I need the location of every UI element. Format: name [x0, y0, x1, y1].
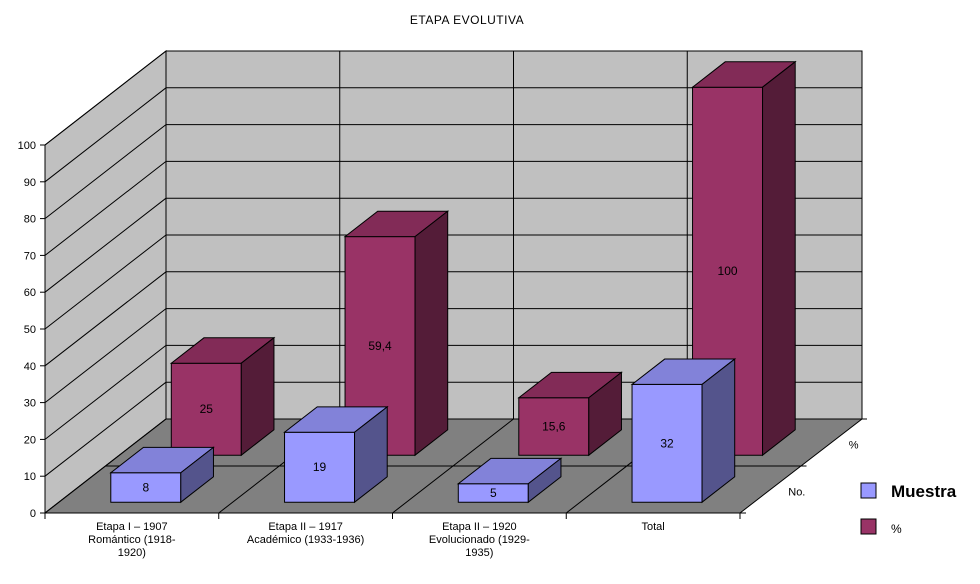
bar-muestra: 32 [630, 358, 737, 504]
data-label: 59,4 [368, 339, 392, 353]
data-label: 25 [200, 402, 214, 416]
category-label-line: 1920) [118, 547, 146, 559]
data-label: 19 [313, 460, 327, 474]
bar-side [180, 446, 214, 504]
chart-title: ETAPA EVOLUTIVA [410, 13, 524, 27]
bar-muestra: 8 [109, 446, 215, 504]
category-label-line: Académico (1933-1936) [247, 534, 364, 546]
gridline-side [44, 308, 167, 403]
bar-side [527, 457, 562, 504]
bar-pct: 100 [691, 60, 797, 457]
y-tick-label: 70 [24, 250, 36, 262]
category-label: Etapa II – 1917 Académico (1933-1936) [247, 521, 364, 546]
category-label-line: Romántico (1918- [88, 534, 176, 546]
y-tick-label: 100 [18, 140, 36, 152]
legend-swatch [860, 482, 877, 499]
bar-muestra: 5 [456, 457, 563, 504]
y-tick-label: 60 [24, 287, 36, 299]
gridline-side [44, 50, 167, 146]
category-label-line: Evolucionado (1929- [429, 534, 530, 546]
y-tick-label: 10 [24, 471, 36, 483]
legend: Muestra% [860, 482, 957, 536]
gridline-side [44, 124, 167, 219]
bar-side [414, 210, 449, 457]
category-label-line: Total [642, 521, 665, 533]
depth-label: No. [788, 487, 805, 499]
gridline-side [44, 197, 167, 293]
bar-muestra: 19 [283, 405, 389, 504]
y-tick-label: 20 [24, 434, 36, 446]
category-label: Etapa II – 1920 Evolucionado (1929-1935) [429, 521, 530, 559]
y-tick-label: 0 [30, 508, 36, 520]
data-label: 15,6 [542, 419, 566, 433]
y-tick-label: 50 [24, 324, 36, 336]
category-label-line: 1935) [465, 547, 493, 559]
legend-swatch [860, 518, 877, 535]
y-tick-label: 40 [24, 361, 36, 373]
y-tick-label: 90 [24, 177, 36, 189]
category-label-line: Etapa I – 1907 [96, 521, 168, 533]
gridline-side [44, 271, 167, 367]
gridline-side [44, 345, 167, 440]
bar-pct: 25 [169, 336, 276, 457]
bar-side [240, 336, 275, 457]
gridline-side [44, 87, 167, 183]
bar-pct: 59,4 [343, 210, 450, 457]
bar-pct: 15,6 [517, 371, 623, 457]
category-label: Total [642, 521, 665, 533]
bar-side [762, 60, 796, 457]
bars: 25 59,4 15,6 100 8 19 5 32 [109, 60, 797, 504]
gridline-side [44, 234, 167, 330]
gridline-side [44, 381, 167, 477]
depth-label: % [849, 440, 859, 452]
bar-side [588, 371, 622, 457]
bar-side [354, 405, 388, 504]
category-label: Etapa I – 1907 Romántico (1918-1920) [88, 521, 176, 559]
gridline-side [44, 161, 167, 256]
y-tick-label: 30 [24, 398, 36, 410]
data-label: 5 [490, 486, 497, 500]
bar-side [701, 358, 736, 504]
data-label: 8 [142, 480, 149, 494]
category-label-line: Etapa II – 1917 [268, 521, 343, 533]
axes: 0 10 20 30 40 50 60 70 80 90 100 Etapa I – 1907 Romá… [18, 140, 867, 559]
data-label: 100 [718, 264, 738, 278]
data-label: 32 [660, 436, 674, 450]
category-label-line: Etapa II – 1920 [442, 521, 517, 533]
legend-label: Muestra [891, 482, 957, 501]
y-tick-label: 80 [24, 214, 36, 226]
legend-label: % [891, 522, 902, 536]
